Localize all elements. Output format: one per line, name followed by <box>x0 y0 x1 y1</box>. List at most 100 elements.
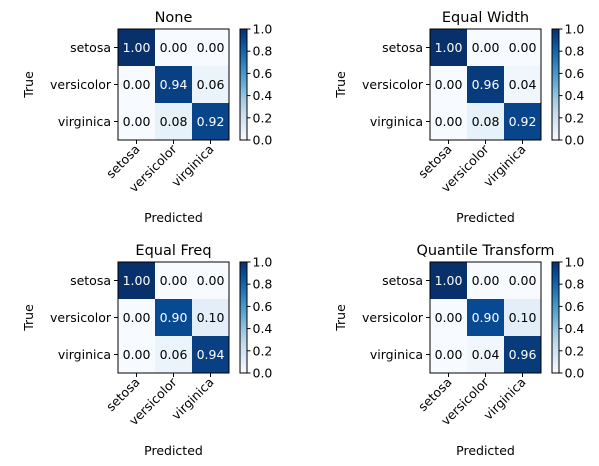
cell-value-label: 0.00 <box>123 347 151 362</box>
cell-value-label: 0.00 <box>472 40 500 55</box>
y-tick-label: versicolor <box>50 77 112 92</box>
colorbar-tick-label: 0.6 <box>253 66 273 81</box>
matrix-cell <box>504 29 541 66</box>
colorbar <box>239 261 248 374</box>
y-axis-label: True <box>333 71 348 99</box>
matrix-cell <box>467 66 504 103</box>
y-axis-label: True <box>21 304 36 332</box>
colorbar-tick-label: 0.2 <box>565 110 585 125</box>
colorbar-tick-label: 1.0 <box>253 255 273 270</box>
matrix-cell <box>155 336 192 373</box>
cell-value-label: 0.94 <box>197 347 225 362</box>
matrix-cell <box>192 29 229 66</box>
x-axis-label: Predicted <box>144 443 203 458</box>
matrix-cell <box>118 29 155 66</box>
y-tick-label: setosa <box>70 273 111 288</box>
x-axis-label: Predicted <box>144 210 203 225</box>
cell-value-label: 1.00 <box>435 40 463 55</box>
matrix-cell <box>192 66 229 103</box>
cell-value-label: 0.00 <box>472 273 500 288</box>
colorbar-tick-label: 0.4 <box>253 321 273 336</box>
cell-value-label: 0.00 <box>509 273 537 288</box>
colorbar <box>239 28 248 141</box>
cell-value-label: 0.00 <box>123 310 151 325</box>
cell-value-label: 0.00 <box>123 77 151 92</box>
matrix-cell <box>192 336 229 373</box>
colorbar-tick-label: 0.0 <box>253 133 273 148</box>
matrix-cell <box>192 299 229 336</box>
matrix-cell <box>155 66 192 103</box>
colorbar-tick-label: 0.0 <box>565 366 585 381</box>
matrix-cell <box>155 103 192 140</box>
cell-value-label: 0.08 <box>472 114 500 129</box>
y-tick-label: virginica <box>58 114 111 129</box>
matrix-cell <box>504 262 541 299</box>
cell-value-label: 0.00 <box>435 114 463 129</box>
y-tick-label: setosa <box>382 273 423 288</box>
cell-value-label: 0.00 <box>197 273 225 288</box>
cell-value-label: 0.00 <box>435 310 463 325</box>
matrix-cell <box>118 299 155 336</box>
colorbar-tick-label: 0.6 <box>253 299 273 314</box>
colorbar-tick-label: 0.8 <box>565 277 585 292</box>
x-axis-label: Predicted <box>456 443 515 458</box>
colorbar-tick-label: 0.2 <box>565 343 585 358</box>
matrix-cell <box>118 262 155 299</box>
cell-value-label: 1.00 <box>123 40 151 55</box>
y-tick-label: versicolor <box>50 310 112 325</box>
cell-value-label: 0.90 <box>160 310 188 325</box>
cell-value-label: 0.04 <box>509 77 537 92</box>
chart-title: Equal Width <box>442 10 529 26</box>
colorbar-tick-label: 0.6 <box>565 66 585 81</box>
matrix-cell <box>504 336 541 373</box>
cell-value-label: 0.94 <box>160 77 188 92</box>
colorbar-tick-label: 0.4 <box>565 88 585 103</box>
colorbar-tick-label: 0.4 <box>565 321 585 336</box>
matrix-cell <box>504 66 541 103</box>
colorbar-tick-label: 1.0 <box>565 22 585 37</box>
chart-title: Equal Freq <box>135 243 211 259</box>
matrix-cell <box>155 299 192 336</box>
cell-value-label: 0.00 <box>123 114 151 129</box>
cell-value-label: 0.00 <box>435 77 463 92</box>
matrix-cell <box>155 29 192 66</box>
cell-value-label: 0.00 <box>197 40 225 55</box>
y-tick-label: setosa <box>70 40 111 55</box>
matrix-cell <box>430 103 467 140</box>
colorbar-tick-label: 0.2 <box>253 110 273 125</box>
matrix-cell <box>430 262 467 299</box>
matrix-cell <box>504 103 541 140</box>
cell-value-label: 1.00 <box>435 273 463 288</box>
chart-title: Quantile Transform <box>416 243 554 259</box>
matrix-cell <box>467 299 504 336</box>
matrix-cell <box>118 336 155 373</box>
y-tick-label: virginica <box>58 347 111 362</box>
cell-value-label: 0.92 <box>509 114 537 129</box>
cell-value-label: 0.96 <box>509 347 537 362</box>
confusion-matrix-panel-3: Equal Freq 1.00 0.00 0.00 0.00 0.90 0.10 0.00 0.… <box>21 243 272 458</box>
cell-value-label: 0.90 <box>472 310 500 325</box>
cell-value-label: 0.04 <box>472 347 500 362</box>
cell-value-label: 0.00 <box>160 40 188 55</box>
matrix-cell <box>504 299 541 336</box>
colorbar-tick-label: 0.4 <box>253 88 273 103</box>
chart-title: None <box>155 10 193 26</box>
matrix-cell <box>192 103 229 140</box>
colorbar-tick-label: 1.0 <box>565 255 585 270</box>
y-tick-label: virginica <box>370 114 423 129</box>
cell-value-label: 0.06 <box>160 347 188 362</box>
colorbar-tick-label: 0.0 <box>565 133 585 148</box>
matrix-cell <box>118 66 155 103</box>
x-axis-label: Predicted <box>456 210 515 225</box>
confusion-matrix-panel-4: Quantile Transform 1.00 0.00 0.00 0.00 0.90 0.… <box>333 243 584 458</box>
colorbar-tick-label: 0.0 <box>253 366 273 381</box>
y-tick-label: versicolor <box>362 310 424 325</box>
cell-value-label: 1.00 <box>123 273 151 288</box>
y-axis-label: True <box>333 304 348 332</box>
confusion-matrix-panel-1: None 1.00 0.00 0.00 0.00 0.94 0.06 0.00 0.08 0.92… <box>21 10 272 225</box>
matrix-cell <box>430 29 467 66</box>
colorbar-tick-label: 0.8 <box>253 44 273 59</box>
colorbar-tick-label: 0.6 <box>565 299 585 314</box>
matrix-cell <box>118 103 155 140</box>
